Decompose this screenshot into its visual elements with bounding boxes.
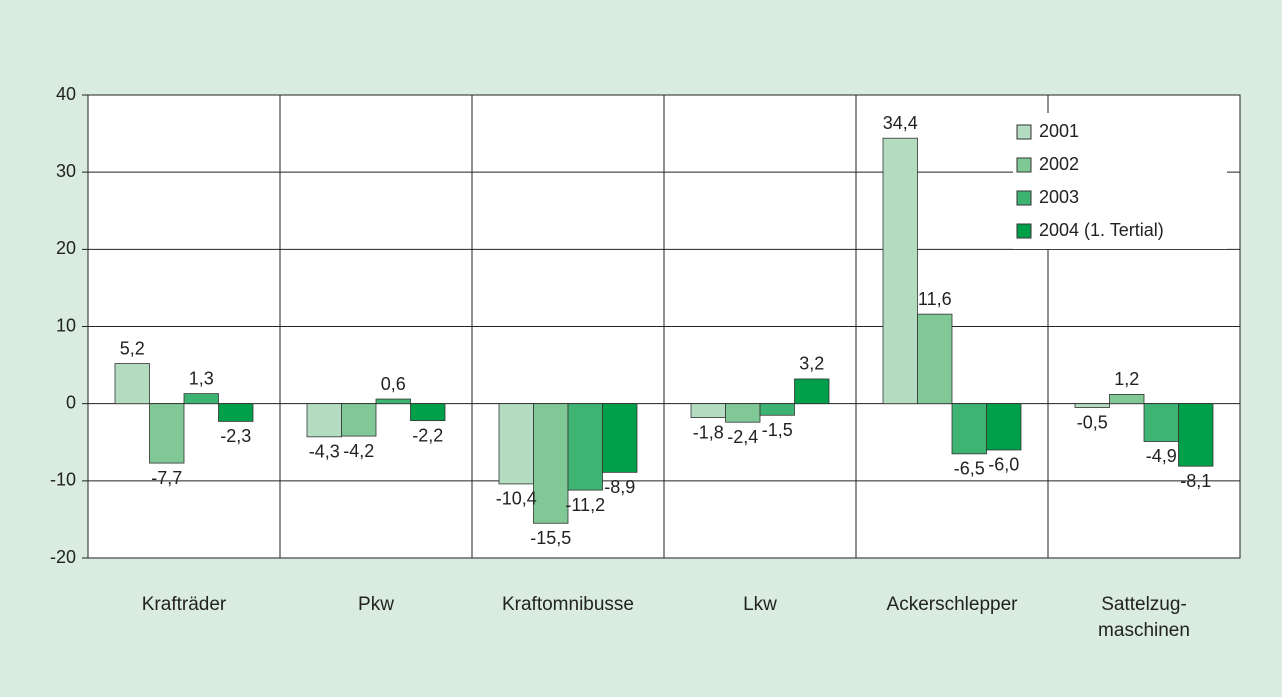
data-label: -6,5 [954,459,985,479]
legend-box [1013,113,1227,249]
bar [1143,403,1179,442]
y-tick-label: -10 [50,470,76,490]
x-tick-label: Krafträder [141,594,227,615]
x-tick-label: Lkw [743,594,777,615]
data-label: -2,3 [220,426,251,446]
legend-swatch [1016,190,1032,206]
data-label: 3,2 [799,354,824,374]
bar [1178,403,1214,467]
legend-label: 2002 [1039,154,1079,174]
bar [533,403,569,524]
data-label: -4,9 [1146,446,1177,466]
data-label: -7,7 [151,468,182,488]
bar [306,403,342,438]
legend-label: 2004 (1. Tertial) [1039,220,1164,240]
data-label: -2,2 [412,425,443,445]
data-label: 5,2 [120,338,145,358]
data-label: -2,4 [727,427,758,447]
bar [882,137,918,405]
data-label: -4,2 [343,441,374,461]
data-label: 1,3 [189,368,214,388]
bar [567,403,603,491]
bar [1074,403,1110,408]
bar [759,403,795,416]
y-tick-label: 10 [56,315,76,335]
data-label: 11,6 [918,289,952,309]
x-tick-label: Sattelzug- maschinen [1098,594,1190,641]
legend-swatch [1016,223,1032,239]
legend-swatch [1016,124,1032,140]
bar [725,403,761,423]
bar [183,393,219,405]
data-label: -4,3 [309,442,340,462]
bar [951,403,987,455]
y-tick-label: 20 [56,238,76,258]
bar [149,403,185,464]
data-label: -0,5 [1077,412,1108,432]
legend-label: 2003 [1039,187,1079,207]
bar [341,403,377,437]
data-label: 0,6 [381,374,406,394]
legend-swatch [1016,157,1032,173]
data-label: 1,2 [1114,369,1139,389]
bar [1109,394,1145,405]
y-tick-label: 40 [56,84,76,104]
legend-label: 2001 [1039,121,1079,141]
bar [498,403,534,485]
plot-frame [87,94,1241,559]
y-tick-label: 0 [66,392,76,412]
bar [114,363,150,405]
y-tick-label: -20 [50,547,76,567]
data-label: -10,4 [496,489,537,509]
data-label: -6,0 [988,455,1019,475]
x-tick-label: Kraftomnibusse [501,594,634,615]
data-label: -11,2 [565,495,605,515]
bar [917,313,953,405]
bar [794,378,830,405]
data-label: -8,1 [1180,471,1211,491]
x-tick-label: Pkw [358,594,394,615]
data-label: -15,5 [530,528,571,548]
bar [375,398,411,405]
data-label: -8,9 [604,477,635,497]
bar [690,403,726,418]
data-label: -1,5 [762,420,793,440]
bar [218,403,254,422]
data-label: -1,8 [693,422,724,442]
y-tick-label: 30 [56,161,76,181]
data-label: 34,4 [883,113,918,133]
bar [602,403,638,473]
bar [986,403,1022,451]
x-tick-label: Ackerschlepper [886,594,1018,615]
bar [410,403,446,422]
